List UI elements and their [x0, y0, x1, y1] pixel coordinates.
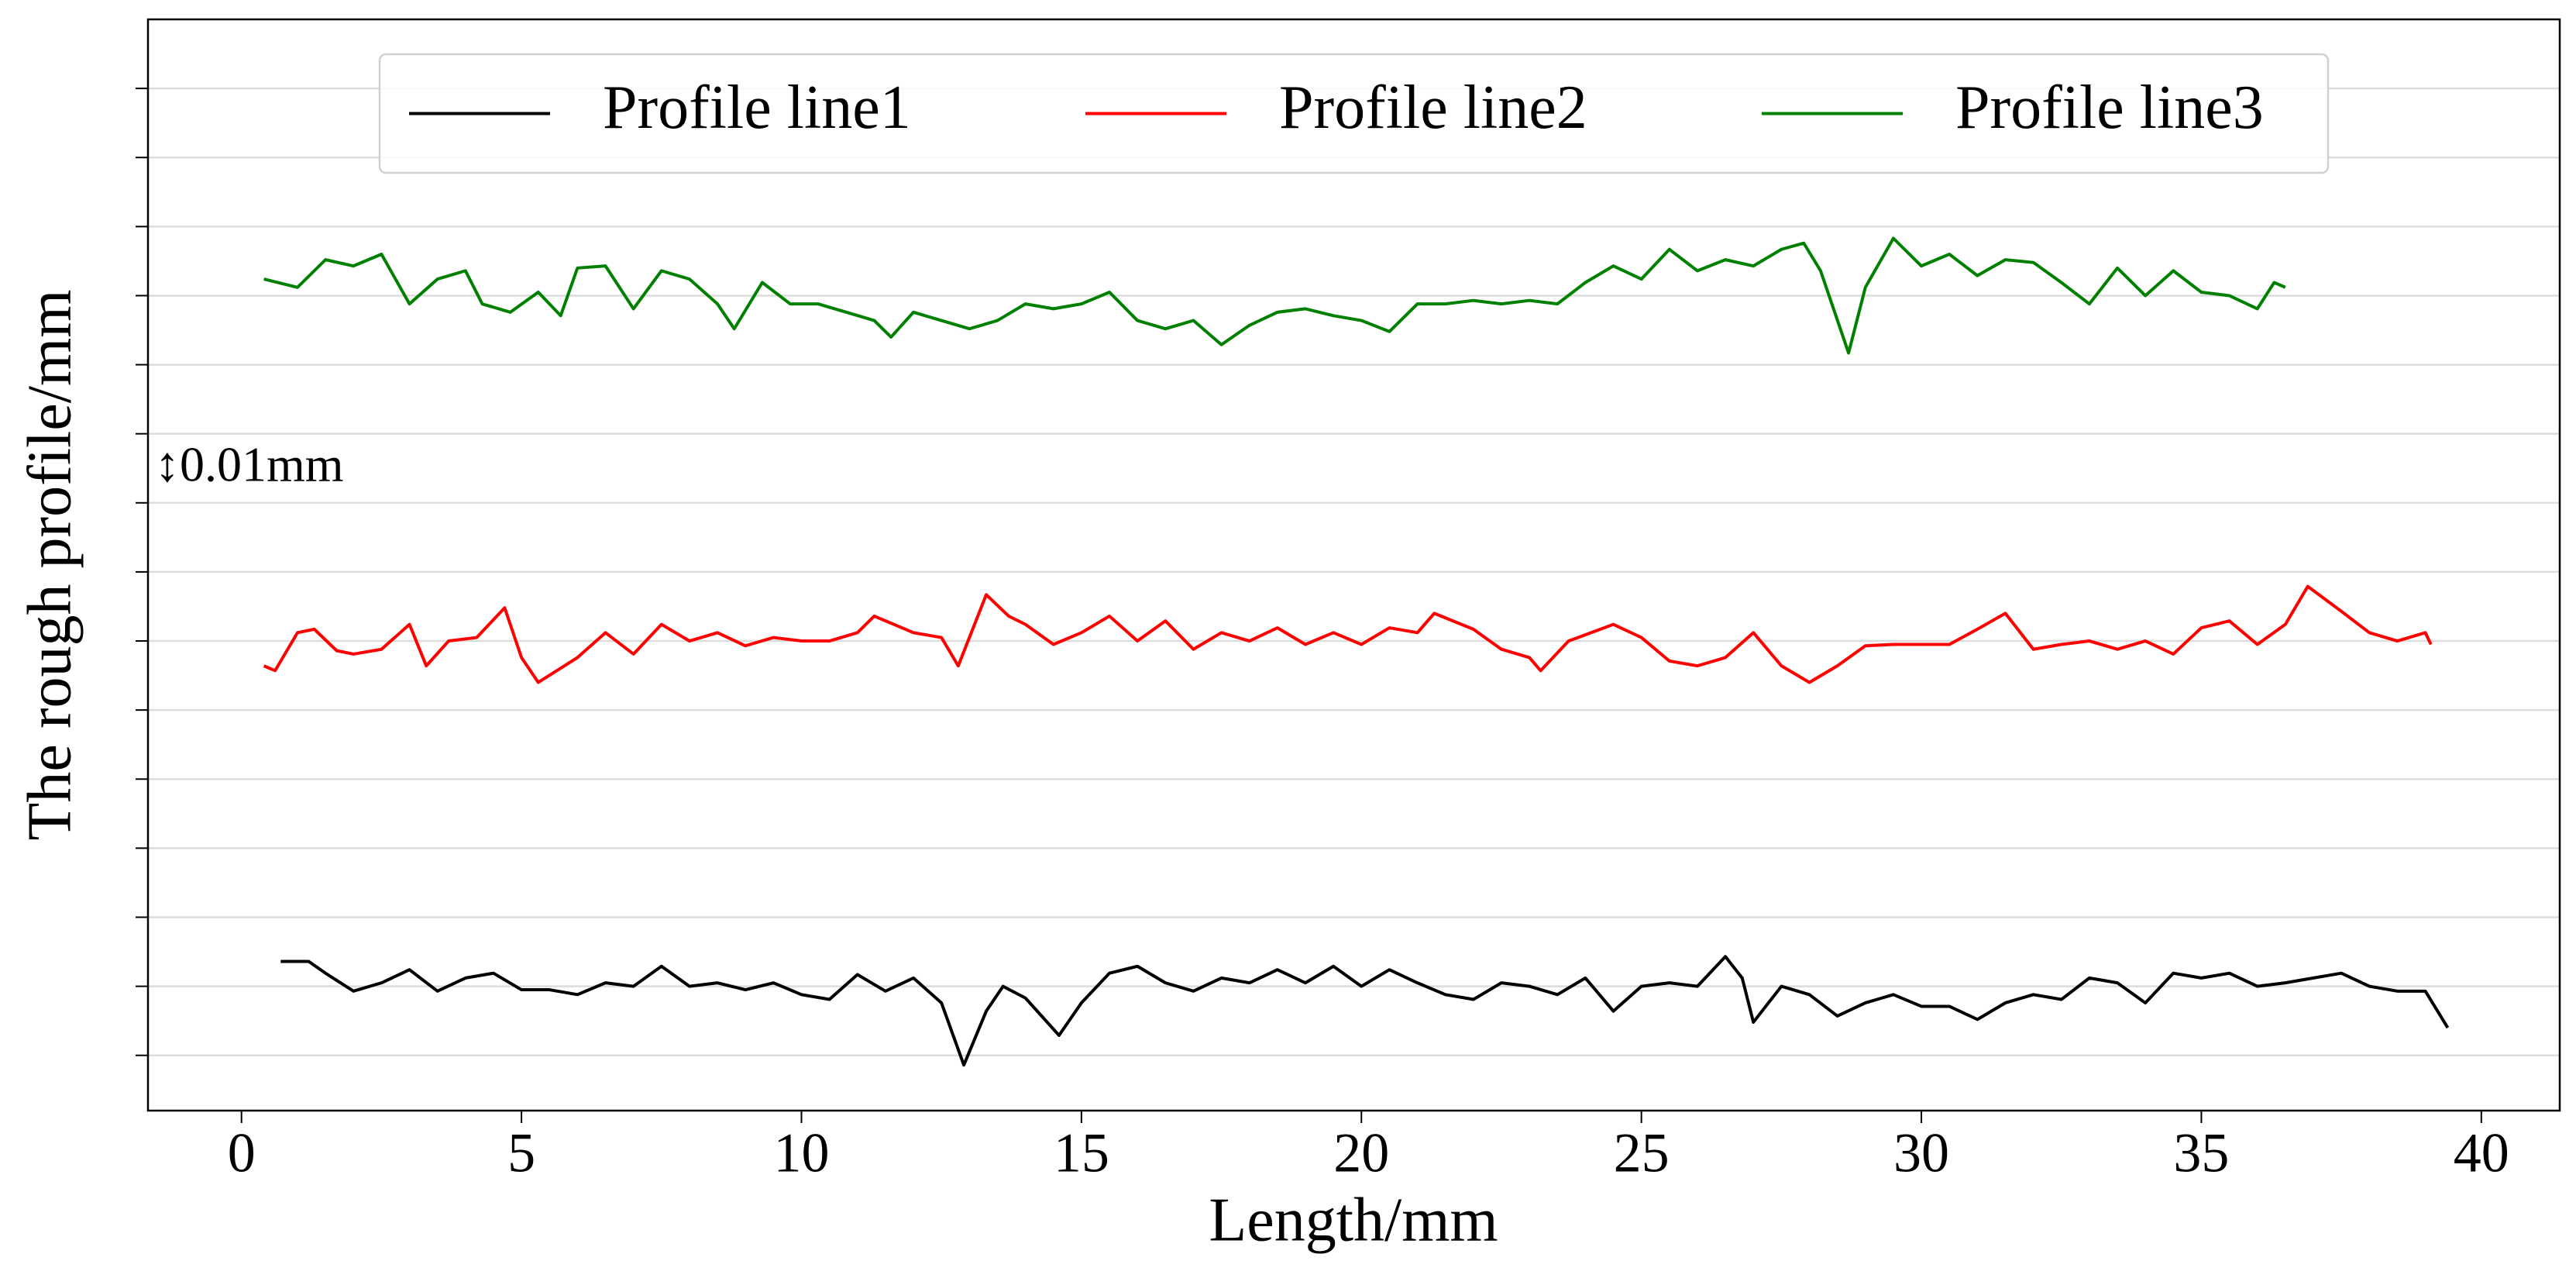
legend: Profile line1 Profile line2 Profile line3 [378, 53, 2330, 174]
x-tick-label: 35 [2173, 1122, 2229, 1184]
plot-frame [146, 18, 2561, 1112]
profile-line [263, 584, 2433, 684]
y-axis-label: The rough profile/mm [15, 290, 84, 841]
x-tick-label: 15 [1054, 1122, 1109, 1184]
x-tick-label: 5 [507, 1122, 535, 1184]
x-tick-label: 30 [1893, 1122, 1949, 1184]
legend-box [378, 53, 2330, 174]
profile-line [263, 236, 2286, 355]
profile-line [280, 955, 2450, 1067]
annotation: ↕0.01mm [155, 437, 344, 492]
x-tick-label: 0 [228, 1122, 256, 1184]
legend-label: Profile line1 [603, 74, 911, 142]
legend-label: Profile line2 [1279, 74, 1587, 142]
legend-label: Profile line3 [1955, 74, 2264, 142]
x-tick-label: 40 [2454, 1122, 2509, 1184]
x-axis-label: Length/mm [1209, 1186, 1498, 1254]
x-tick-label: 10 [773, 1122, 829, 1184]
x-tick-label: 25 [1614, 1122, 1670, 1184]
x-tick-label: 20 [1333, 1122, 1389, 1184]
